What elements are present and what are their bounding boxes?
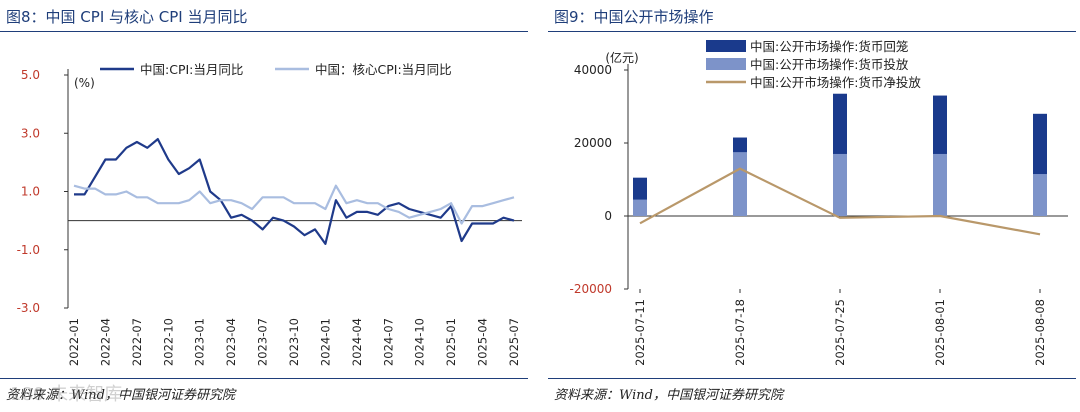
x-tick-label: 2023-04 [224,318,238,366]
series-line-cpi [74,138,515,245]
series-line-core-cpi [73,184,515,225]
x-tick-label: 2022-01 [67,318,81,366]
y-tick-label: 20000 [574,136,612,150]
x-tick-label: 2024-04 [350,318,364,366]
unit-label: (%) [74,76,95,90]
x-tick-label: 2022-07 [130,318,144,366]
y-tick-label: -3.0 [17,301,40,315]
bar-injection [633,199,647,216]
bar-injection [733,152,747,216]
x-tick-label: 2025-07-11 [633,299,647,366]
x-tick-label: 2025-04 [476,318,490,366]
x-tick-label: 2025-08-08 [1033,299,1047,366]
x-tick-label: 2025-07 [507,318,521,366]
unit-label: (亿元) [605,50,638,65]
legend-swatch [706,40,746,52]
bar-injection [1033,174,1047,216]
x-tick-label: 2023-10 [287,318,301,366]
chart-title: 图8：中国 CPI 与核心 CPI 当月同比 [6,8,248,26]
x-tick-label: 2025-07-25 [833,299,847,366]
watermark-logo: 180 未来智库 [10,384,123,405]
source-rule [548,378,1076,379]
cpi-line-chart: 5.0 3.0 1.0 -1.0 -3.0 (%) 2022-01 2022-04 2022-0… [17,62,522,366]
chart-panel-omo: 图9：中国公开市场操作 40000 20000 0 -20000 (亿元) 2025-07… [548,0,1080,412]
x-tick-label: 2023-01 [193,318,207,366]
series-line-net-injection [639,167,1041,236]
x-tick-label: 2023-07 [256,318,270,366]
legend-label: 中国:公开市场操作:货币净投放 [750,75,921,90]
x-tick-label: 2025-07-18 [733,299,747,366]
legend-label: 中国:公开市场操作:货币回笼 [750,39,908,54]
omo-bar-chart: 40000 20000 0 -20000 (亿元) 2025-07-11 2025-07-1… [569,39,1068,366]
x-tick-label: 2024-10 [413,318,427,366]
y-tick-label: -1.0 [17,243,40,257]
x-tick-label: 2022-10 [161,318,175,366]
y-tick-label: 1.0 [21,185,40,199]
y-tick-label: 3.0 [21,126,40,140]
title-rule [548,31,1076,32]
bar-injection [833,153,847,216]
x-tick-label: 2024-07 [381,318,395,366]
y-tick-label: 40000 [574,63,612,77]
source-rule [0,378,528,379]
source-note: 资料来源：Wind，中国银河证券研究院 [6,388,235,403]
title-rule [0,31,528,32]
y-tick-label: 0 [604,209,612,223]
y-tick-label: -20000 [569,282,612,296]
chart-panel-cpi: 图8：中国 CPI 与核心 CPI 当月同比 5.0 3.0 1.0 -1.0 -3.0… [0,0,532,412]
x-tick-label: 2022-04 [98,318,112,366]
legend-label: 中国:公开市场操作:货币投放 [750,57,909,72]
x-tick-label: 2024-01 [318,318,332,366]
source-note: 资料来源：Wind，中国银河证券研究院 [554,388,783,403]
chart-title: 图9：中国公开市场操作 [554,8,714,26]
x-tick-label: 2025-08-01 [933,299,947,366]
legend-swatch [706,58,746,70]
x-tick-label: 2025-01 [444,318,458,366]
bar-injection [933,153,947,216]
legend-label: 中国：核心CPI:当月同比 [315,62,452,77]
y-tick-label: 5.0 [21,68,40,82]
legend-label: 中国:CPI:当月同比 [140,62,243,77]
